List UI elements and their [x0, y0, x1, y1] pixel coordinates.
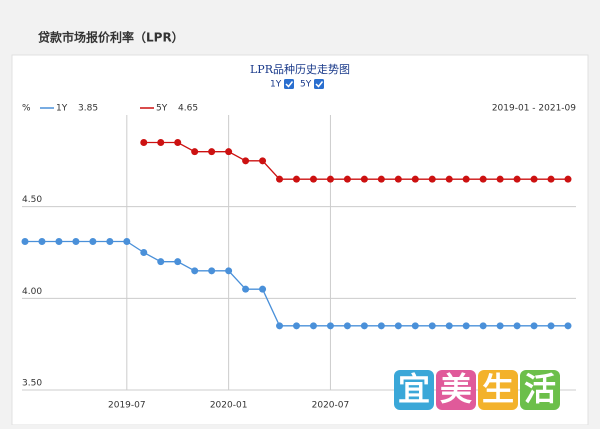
watermark-tile — [394, 370, 434, 410]
data-point — [208, 267, 216, 275]
data-point — [276, 175, 284, 183]
data-point — [479, 175, 487, 183]
checkbox-label: 5Y — [300, 80, 312, 90]
y-unit: % — [22, 104, 31, 114]
y-tick-label: 4.50 — [22, 195, 42, 205]
data-point — [140, 139, 148, 146]
x-tick-label: 2019-07 — [108, 401, 146, 411]
data-point — [428, 322, 436, 330]
data-point — [513, 322, 521, 330]
data-point — [564, 322, 572, 330]
data-point — [123, 238, 131, 245]
y-tick-label: 4.00 — [22, 287, 42, 297]
data-point — [513, 175, 521, 183]
data-point — [411, 322, 419, 330]
data-point — [496, 322, 504, 330]
data-point — [326, 322, 334, 330]
watermark-text: 宜美生活 — [398, 370, 566, 408]
data-point — [259, 285, 267, 293]
watermark-tile — [520, 370, 560, 410]
checkbox[interactable] — [284, 79, 294, 89]
data-point — [72, 238, 80, 245]
data-point — [21, 238, 29, 245]
data-point — [377, 175, 385, 183]
data-point — [225, 148, 233, 156]
data-point — [276, 322, 284, 330]
data-point — [377, 322, 385, 330]
checkbox-label: 1Y — [270, 80, 282, 90]
data-point — [38, 238, 46, 245]
legend-value: 4.65 — [178, 104, 198, 114]
legend-label: 1Y — [56, 104, 68, 114]
data-point — [140, 249, 148, 256]
data-point — [157, 258, 165, 266]
data-point — [343, 175, 351, 183]
data-point — [394, 175, 402, 183]
date-range: 2019-01 - 2021-09 — [492, 104, 576, 114]
checkbox[interactable] — [314, 79, 324, 89]
data-point — [293, 322, 300, 330]
data-point — [428, 175, 436, 183]
data-point — [564, 175, 572, 183]
x-tick-label: 2020-07 — [312, 401, 350, 411]
data-point — [445, 175, 453, 183]
data-point — [174, 258, 182, 266]
data-point — [547, 322, 555, 330]
legend-value: 3.85 — [78, 104, 98, 114]
data-point — [174, 139, 182, 146]
data-point — [293, 175, 300, 183]
data-point — [225, 267, 233, 275]
data-point — [547, 175, 555, 183]
data-point — [242, 157, 250, 165]
data-point — [191, 267, 199, 275]
data-point — [242, 285, 250, 293]
checkmark — [285, 81, 294, 88]
y-tick-label: 3.50 — [22, 379, 42, 389]
data-point — [496, 175, 504, 183]
data-point — [462, 175, 470, 183]
data-point — [360, 175, 368, 183]
checkmark — [315, 81, 324, 88]
chart-title: LPR品种历史走势图 — [250, 62, 350, 76]
data-point — [309, 175, 317, 183]
data-point — [55, 238, 63, 245]
data-point — [360, 322, 368, 330]
legend-label: 5Y — [156, 104, 168, 114]
watermark: 宜美生活 — [394, 370, 566, 410]
data-point — [309, 322, 317, 330]
data-point — [530, 175, 538, 183]
data-point — [479, 322, 487, 330]
data-point — [89, 238, 97, 245]
data-point — [343, 322, 351, 330]
data-point — [208, 148, 216, 156]
watermark-tile — [436, 370, 476, 410]
page-title: 贷款市场报价利率（LPR） — [38, 30, 184, 45]
data-point — [462, 322, 470, 330]
watermark-tile — [478, 370, 518, 410]
data-point — [530, 322, 538, 330]
x-tick-label: 2020-01 — [210, 401, 248, 411]
data-point — [326, 175, 334, 183]
data-point — [259, 157, 267, 165]
data-point — [191, 148, 199, 156]
data-point — [445, 322, 453, 330]
data-point — [411, 175, 419, 183]
data-point — [106, 238, 114, 245]
data-point — [157, 139, 165, 146]
data-point — [394, 322, 402, 330]
